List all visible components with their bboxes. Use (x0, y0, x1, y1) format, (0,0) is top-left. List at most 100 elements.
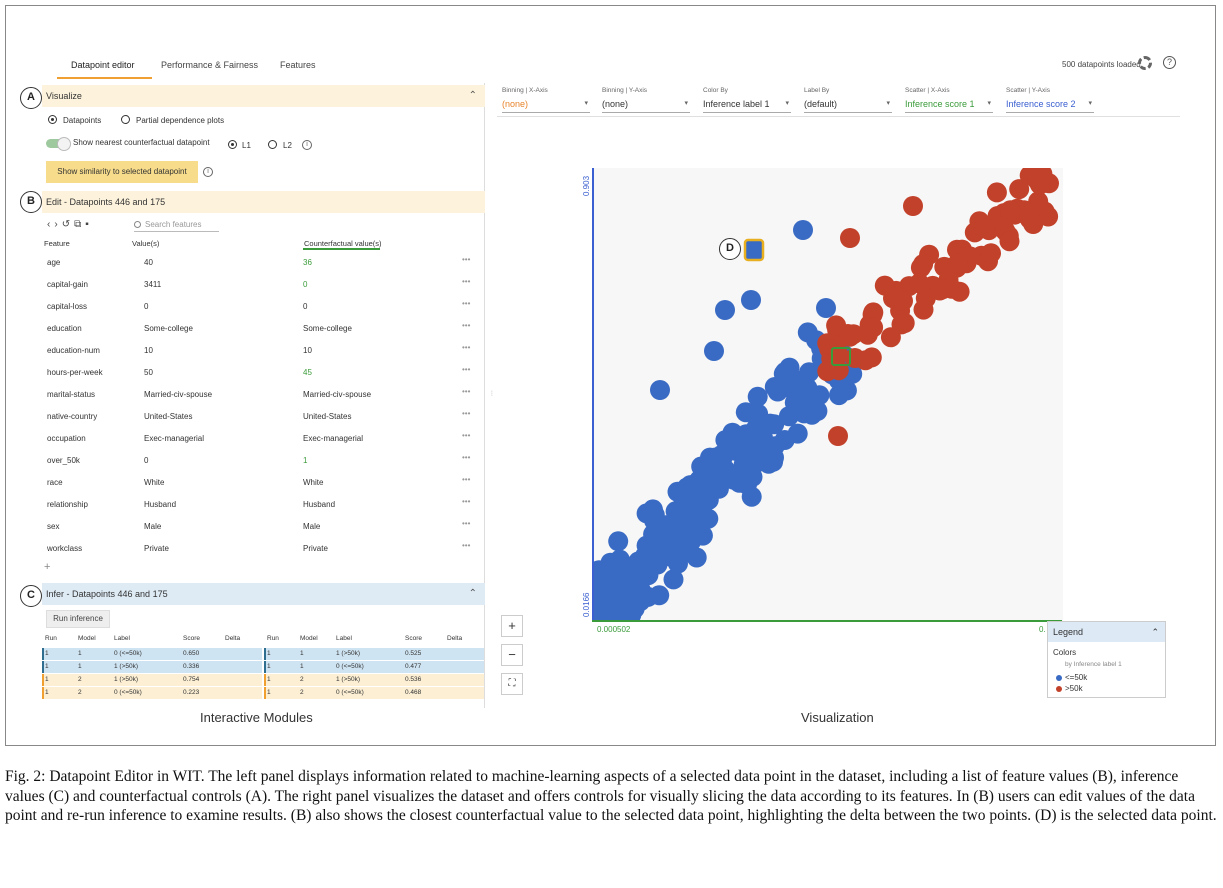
feature-row[interactable]: occupation Exec-managerial Exec-managerial… (42, 428, 485, 450)
more-options-icon[interactable]: ••• (462, 431, 471, 440)
scatter-point[interactable] (999, 231, 1020, 252)
scatter-point[interactable] (613, 579, 634, 600)
feature-row[interactable]: sex Male Male ••• (42, 516, 485, 538)
more-options-icon[interactable]: ••• (462, 497, 471, 506)
scatter-point[interactable] (828, 426, 848, 446)
scatter-point[interactable] (1009, 179, 1030, 200)
fit-screen-icon[interactable]: ⛶ (501, 673, 523, 695)
delete-icon[interactable]: ▪ (85, 219, 93, 230)
scatter-point[interactable] (747, 386, 768, 407)
scatter-point[interactable] (649, 585, 670, 606)
scatter-point[interactable] (760, 446, 781, 467)
scatter-point[interactable] (742, 466, 763, 487)
selected-datapoint[interactable] (743, 238, 765, 262)
feature-row[interactable]: capital-gain 3411 0 ••• (42, 274, 485, 296)
search-input[interactable]: Search features (134, 218, 219, 232)
feature-row[interactable]: capital-loss 0 0 ••• (42, 296, 485, 318)
scatter-point[interactable] (807, 401, 828, 421)
more-options-icon[interactable]: ••• (462, 255, 471, 264)
tab-performance-fairness[interactable]: Performance & Fairness (161, 60, 259, 70)
feature-value[interactable]: 0 (144, 302, 149, 311)
info-icon[interactable]: i (302, 140, 312, 150)
scatter-point[interactable] (741, 446, 762, 467)
scatter-point[interactable] (741, 290, 761, 310)
more-options-icon[interactable]: ••• (462, 321, 471, 330)
scatter-point[interactable] (593, 573, 614, 594)
pdp-radio[interactable] (121, 115, 130, 124)
feature-row[interactable]: race White White ••• (42, 472, 485, 494)
scatter-plot[interactable] (593, 168, 1063, 621)
add-feature-icon[interactable]: + (44, 561, 51, 573)
viz-dropdown[interactable]: Binning | X-Axis (none) ▾ (502, 87, 590, 113)
scatter-point[interactable] (843, 324, 864, 345)
scatter-point[interactable] (778, 406, 799, 427)
gear-icon[interactable] (1138, 56, 1152, 70)
more-options-icon[interactable]: ••• (462, 343, 471, 352)
scatter-point[interactable] (840, 228, 860, 248)
scatter-point[interactable] (715, 459, 736, 480)
legend-header[interactable]: Legend ⌃ (1048, 622, 1165, 642)
scatter-point[interactable] (787, 423, 808, 444)
feature-value[interactable]: Private (144, 544, 169, 553)
viz-dropdown[interactable]: Label By (default) ▾ (804, 87, 892, 113)
feature-value[interactable]: Husband (144, 500, 177, 509)
tab-datapoint-editor[interactable]: Datapoint editor (71, 60, 135, 70)
scatter-point[interactable] (986, 182, 1007, 203)
scatter-point[interactable] (1038, 206, 1059, 227)
run-inference-button[interactable]: Run inference (46, 610, 110, 628)
chevron-up-icon[interactable]: ⌃ (468, 588, 477, 599)
scatter-point[interactable] (715, 430, 736, 451)
scatter-point[interactable] (677, 477, 697, 498)
scatter-point[interactable] (861, 347, 882, 368)
scatter-point[interactable] (913, 254, 934, 275)
viz-dropdown[interactable]: Binning | Y-Axis (none) ▾ (602, 87, 690, 113)
counterfactual-datapoint[interactable] (831, 347, 851, 366)
scatter-point[interactable] (715, 300, 735, 320)
feature-row[interactable]: relationship Husband Husband ••• (42, 494, 485, 516)
more-options-icon[interactable]: ••• (462, 453, 471, 462)
scatter-point[interactable] (663, 569, 684, 590)
scatter-point[interactable] (704, 341, 724, 361)
feature-value[interactable]: United-States (144, 412, 193, 421)
scatter-point[interactable] (688, 509, 709, 530)
scatter-point[interactable] (874, 275, 895, 296)
scatter-point[interactable] (764, 377, 785, 397)
more-options-icon[interactable]: ••• (462, 277, 471, 286)
more-options-icon[interactable]: ••• (462, 541, 471, 550)
scatter-point[interactable] (650, 380, 670, 400)
scatter-point[interactable] (702, 479, 723, 500)
more-options-icon[interactable]: ••• (462, 475, 471, 484)
feature-row[interactable]: education-num 10 10 ••• (42, 340, 485, 362)
history-icon[interactable]: ↺ (61, 219, 75, 230)
feature-value[interactable]: 10 (144, 346, 153, 355)
scatter-point[interactable] (793, 220, 813, 240)
scatter-point[interactable] (826, 315, 847, 336)
scatter-point[interactable] (894, 313, 915, 333)
more-options-icon[interactable]: ••• (462, 365, 471, 374)
viz-dropdown[interactable]: Scatter | Y-Axis Inference score 2 ▾ (1006, 87, 1094, 113)
feature-value[interactable]: 50 (144, 368, 153, 377)
viz-dropdown[interactable]: Color By Inference label 1 ▾ (703, 87, 791, 113)
feature-value[interactable]: 0 (144, 456, 149, 465)
scatter-point[interactable] (650, 518, 671, 539)
feature-value[interactable]: Some-college (144, 324, 193, 333)
help-icon[interactable]: ? (1163, 56, 1176, 69)
scatter-point[interactable] (1032, 168, 1053, 184)
scatter-point[interactable] (608, 531, 629, 552)
scatter-point[interactable] (668, 553, 688, 574)
info-icon[interactable]: i (203, 167, 213, 177)
more-options-icon[interactable]: ••• (462, 387, 471, 396)
chevron-right-icon[interactable]: › (54, 219, 62, 230)
scatter-point[interactable] (621, 597, 642, 618)
scatter-point[interactable] (974, 218, 995, 238)
scatter-point[interactable] (678, 495, 699, 516)
l1-radio[interactable] (228, 140, 237, 149)
scatter-point[interactable] (829, 385, 849, 406)
scatter-point[interactable] (981, 243, 1001, 264)
scatter-point[interactable] (792, 376, 812, 397)
scatter-point[interactable] (642, 499, 663, 520)
show-similarity-button[interactable]: Show similarity to selected datapoint (46, 161, 198, 183)
feature-value[interactable]: Exec-managerial (144, 434, 205, 443)
scatter-point[interactable] (778, 361, 799, 382)
viz-dropdown[interactable]: Scatter | X-Axis Inference score 1 ▾ (905, 87, 993, 113)
